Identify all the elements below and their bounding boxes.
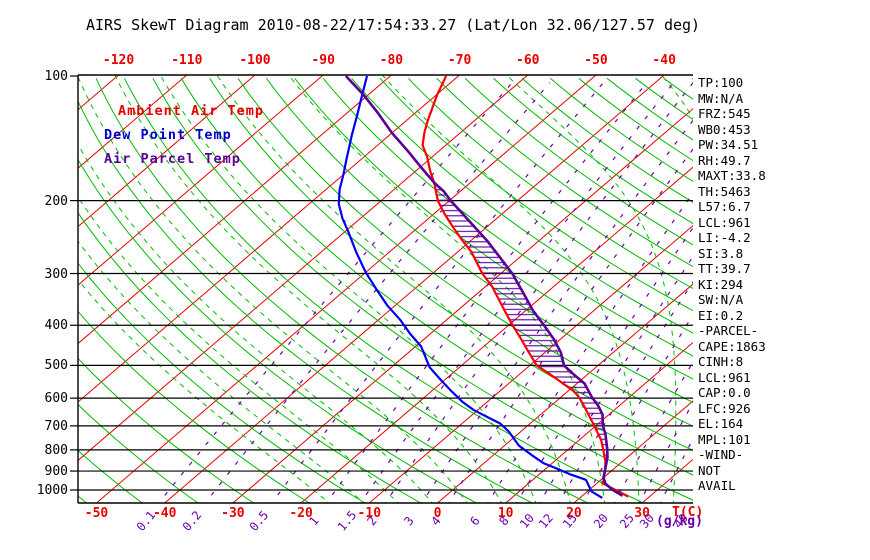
stat-lcl: LCL:961 (698, 369, 751, 385)
top-temp-tick--70: -70 (447, 53, 472, 68)
pressure-tick-100: 100 (44, 69, 68, 84)
top-temp-tick--90: -90 (311, 53, 335, 68)
stat-lcl: LCL:961 (698, 214, 751, 230)
stat-wind: -WIND- (698, 447, 744, 462)
temp-unit-label: T(C) (672, 505, 704, 520)
stat-lfc: LFC:926 (698, 400, 751, 416)
pressure-tick-600: 600 (44, 391, 68, 407)
top-temp-tick--50: -50 (584, 53, 608, 68)
pressure-tick-800: 800 (44, 442, 68, 458)
bottom-temp-tick-20: 20 (566, 506, 582, 521)
top-temp-tick--120: -120 (102, 53, 135, 68)
bottom-temp-tick--30: -30 (221, 506, 245, 521)
legend-dew-point: Dew Point Temp (104, 127, 232, 143)
legend-air-parcel: Air Parcel Temp (104, 151, 241, 167)
stat-mpl: MPL:101 (698, 431, 751, 447)
bottom-temp-tick-0: 0 (433, 506, 442, 521)
pressure-tick-500: 500 (44, 358, 68, 374)
stat-ki: KI:294 (698, 276, 744, 292)
stat-th: TH:5463 (698, 183, 751, 199)
stat-pw: PW:34.51 (698, 137, 759, 152)
pressure-tick-700: 700 (44, 418, 68, 434)
top-temp-tick--60: -60 (516, 53, 540, 68)
mixing-unit-label: (g/kg) (656, 514, 703, 529)
stat-mw: MW:N/A (698, 90, 744, 106)
pressure-tick-900: 900 (44, 464, 68, 480)
bottom-temp-tick--50: -50 (84, 506, 109, 521)
bottom-temp-tick--40: -40 (152, 506, 177, 521)
top-temp-tick--100: -100 (239, 53, 271, 68)
bottom-temp-tick-10: 10 (497, 506, 514, 521)
stat-parcel: -PARCEL- (698, 323, 759, 338)
sounding-stats-column: TP:100 MW:N/A FRZ:545 WB0:453 PW:34.51 RH:49.… (698, 75, 868, 494)
stat-wb0: WB0:453 (698, 121, 751, 137)
pressure-tick-200: 200 (44, 193, 68, 209)
stat-cinh: CINH:8 (698, 354, 744, 369)
bottom-temp-tick-30: 30 (634, 506, 650, 521)
stat-tp: TP:100 (698, 75, 744, 90)
stat-ei: EI:0.2 (698, 307, 744, 323)
top-temp-tick--110: -110 (171, 53, 203, 68)
pressure-tick-300: 300 (44, 266, 68, 282)
stat-si: SI:3.8 (698, 245, 744, 261)
stat-el: EL:164 (698, 416, 744, 431)
top-temp-tick--80: -80 (379, 53, 404, 68)
stat-maxt: MAXT:33.8 (698, 168, 766, 183)
stat-li: LI:-4.2 (698, 230, 751, 245)
stat-frz: FRZ:545 (698, 106, 751, 121)
stat-cape: CAPE:1863 (698, 338, 766, 354)
page-title: AIRS SkewT Diagram 2010-08-22/17:54:33.2… (86, 16, 701, 34)
bottom-temp-tick--20: -20 (289, 506, 313, 521)
pressure-tick-400: 400 (44, 318, 68, 334)
stat-tt: TT:39.7 (698, 261, 751, 276)
bottom-temp-tick--10: -10 (357, 506, 382, 521)
stat-rh: RH:49.7 (698, 152, 751, 168)
stat-sw: SW:N/A (698, 292, 744, 307)
top-temp-tick--40: -40 (652, 53, 676, 68)
stat-avail: AVAIL (698, 478, 736, 493)
stat-l57: L57:6.7 (698, 199, 751, 214)
pressure-tick-1000: 1000 (36, 483, 68, 498)
stat-not: NOT (698, 462, 721, 478)
legend-ambient-temp: Ambient Air Temp (118, 103, 265, 119)
stat-cap: CAP:0.0 (698, 385, 751, 400)
